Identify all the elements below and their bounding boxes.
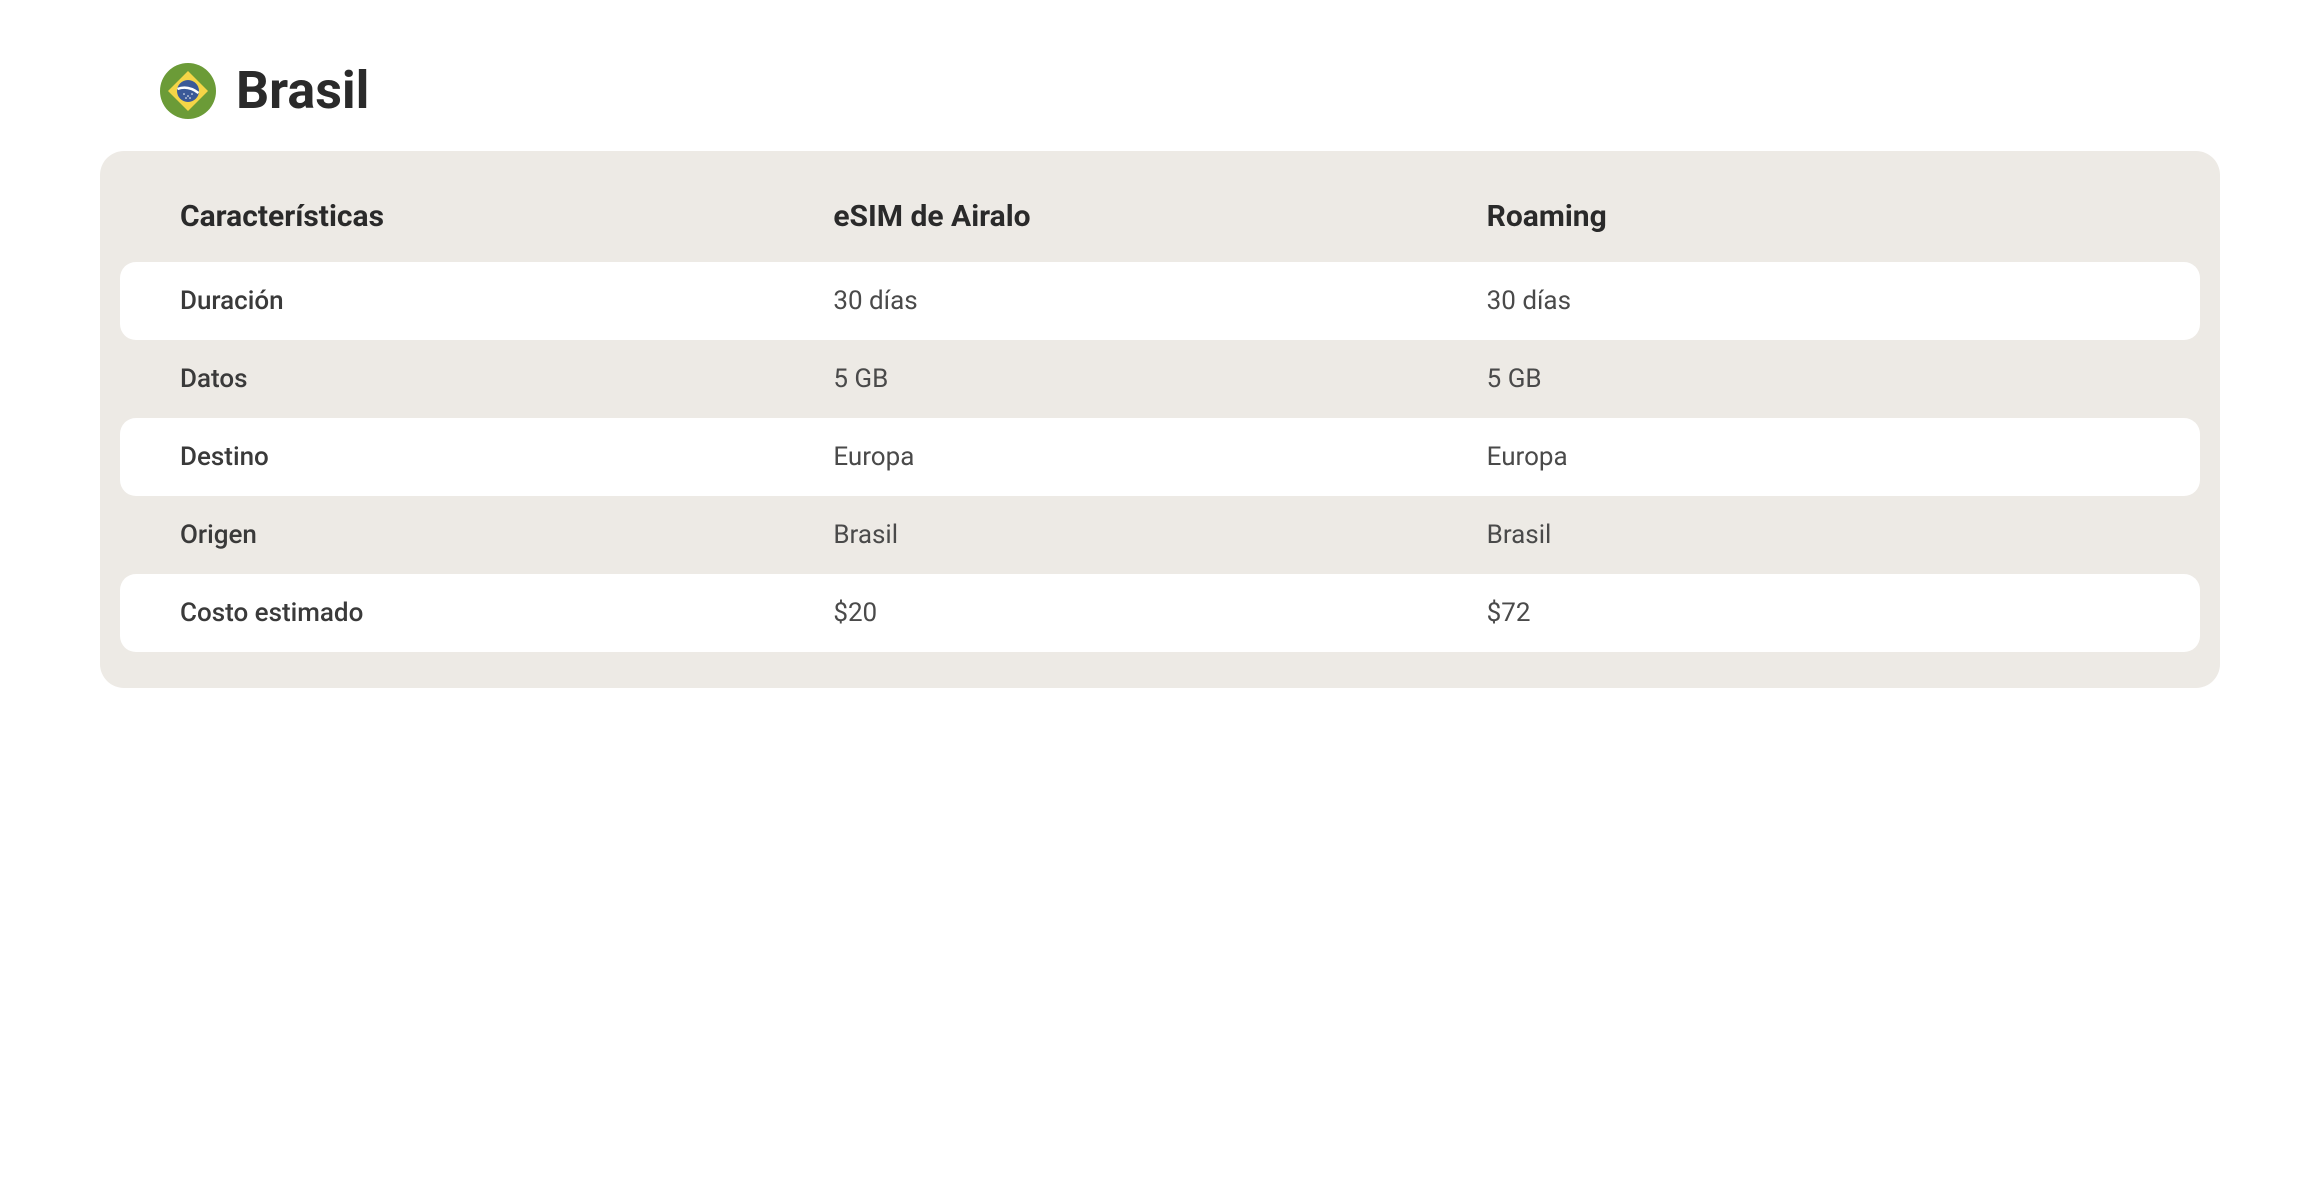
table-cell-roaming: Europa xyxy=(1487,442,2140,472)
table-row: Origen Brasil Brasil xyxy=(120,496,2200,574)
table-header-esim: eSIM de Airalo xyxy=(833,199,1486,234)
table-cell-label: Destino xyxy=(180,442,833,472)
table-cell-label: Datos xyxy=(180,364,833,394)
table-cell-roaming: 5 GB xyxy=(1487,364,2140,394)
brazil-flag-icon xyxy=(160,63,216,119)
table-row: Destino Europa Europa xyxy=(120,418,2200,496)
table-row: Datos 5 GB 5 GB xyxy=(120,340,2200,418)
table-row: Costo estimado $20 $72 xyxy=(120,574,2200,652)
table-cell-roaming: 30 días xyxy=(1487,286,2140,316)
table-cell-esim: 5 GB xyxy=(833,364,1486,394)
table-cell-esim: $20 xyxy=(833,598,1486,628)
page-header: Brasil xyxy=(100,60,2220,121)
table-cell-esim: Europa xyxy=(833,442,1486,472)
table-cell-label: Origen xyxy=(180,520,833,550)
table-header-row: Características eSIM de Airalo Roaming xyxy=(120,187,2200,262)
table-cell-roaming: $72 xyxy=(1487,598,2140,628)
table-cell-roaming: Brasil xyxy=(1487,520,2140,550)
comparison-table: Características eSIM de Airalo Roaming D… xyxy=(100,151,2220,688)
table-cell-esim: Brasil xyxy=(833,520,1486,550)
table-header-features: Características xyxy=(180,199,833,234)
table-cell-label: Costo estimado xyxy=(180,598,833,628)
table-header-roaming: Roaming xyxy=(1487,199,2140,234)
table-cell-esim: 30 días xyxy=(833,286,1486,316)
page-title: Brasil xyxy=(236,60,369,121)
table-cell-label: Duración xyxy=(180,286,833,316)
table-row: Duración 30 días 30 días xyxy=(120,262,2200,340)
